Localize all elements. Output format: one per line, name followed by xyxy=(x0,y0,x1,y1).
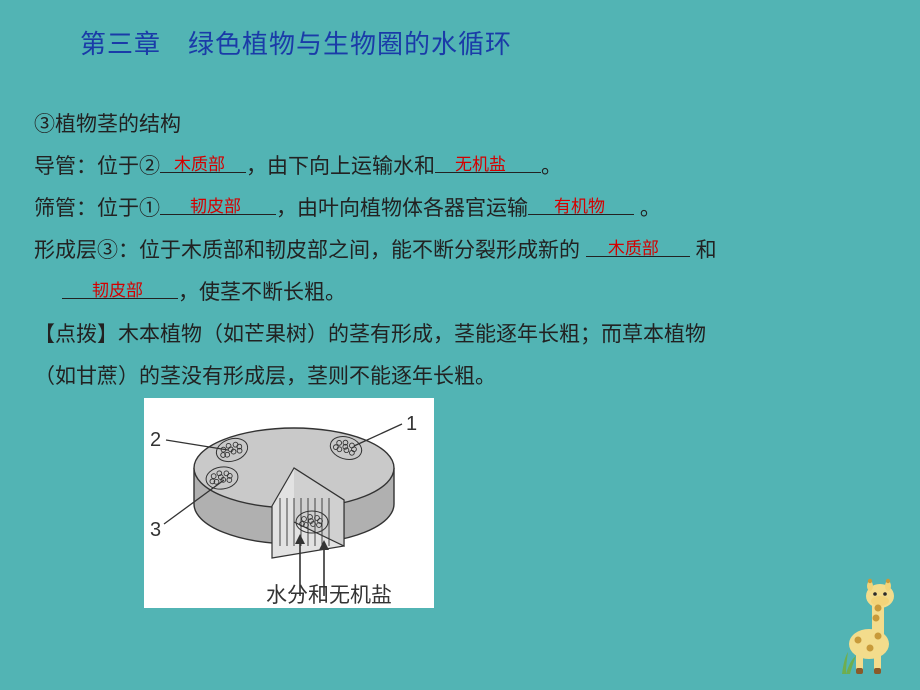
blank-cambium-2: 韧皮部 xyxy=(62,276,178,299)
giraffe-svg xyxy=(836,578,902,678)
text-sieve-a: 筛管：位于① xyxy=(34,197,160,220)
blank-cambium-1: 木质部 xyxy=(586,234,690,257)
stem-diagram: 1 2 3 水分和无机盐 xyxy=(144,398,434,608)
svg-text:水分和无机盐: 水分和无机盐 xyxy=(266,583,392,607)
svg-text:3: 3 xyxy=(150,519,161,541)
line-cambium-a: 形成层③：位于木质部和韧皮部之间，能不断分裂形成新的 木质部 和 xyxy=(34,230,860,272)
text-sieve-c: 。 xyxy=(634,197,661,220)
answer-phloem: 韧皮部 xyxy=(190,186,241,228)
blank-vessel-loc: 木质部 xyxy=(160,150,246,173)
text-camb-a: 形成层③：位于木质部和韧皮部之间，能不断分裂形成新的 xyxy=(34,239,586,262)
line-cambium-b: 韧皮部，使茎不断长粗。 xyxy=(34,272,860,314)
line-sieve: 筛管：位于①韧皮部，由叶向植物体各器官运输有机物 。 xyxy=(34,188,860,230)
answer-cambium-1: 木质部 xyxy=(608,228,659,270)
text-vessel-c: 。 xyxy=(541,155,562,178)
text-camb-b: 和 xyxy=(690,239,717,262)
blank-vessel-transport: 无机盐 xyxy=(435,150,541,173)
blank-sieve-loc: 韧皮部 xyxy=(160,192,276,215)
stem-svg: 1 2 3 水分和无机盐 xyxy=(144,398,434,608)
answer-xylum: 木质部 xyxy=(174,144,225,186)
text-camb-c: ，使茎不断长粗。 xyxy=(178,281,346,304)
chapter-title: 第三章 绿色植物与生物圈的水循环 xyxy=(80,24,512,61)
line-vessel: 导管：位于②木质部，由下向上运输水和无机盐。 xyxy=(34,146,860,188)
text-sieve-b: ，由叶向植物体各器官运输 xyxy=(276,197,528,220)
svg-text:2: 2 xyxy=(150,429,161,451)
line-note-1: 【点拨】木本植物（如芒果树）的茎有形成，茎能逐年长粗；而草本植物 xyxy=(34,314,860,356)
blank-sieve-transport: 有机物 xyxy=(528,192,634,215)
giraffe-decoration xyxy=(836,578,902,678)
answer-minerals: 无机盐 xyxy=(455,144,506,186)
line-note-2: （如甘蔗）的茎没有形成层，茎则不能逐年长粗。 xyxy=(34,356,860,398)
svg-text:1: 1 xyxy=(406,413,417,435)
content-block: ③植物茎的结构 导管：位于②木质部，由下向上运输水和无机盐。 筛管：位于①韧皮部… xyxy=(34,104,860,398)
text-vessel-a: 导管：位于② xyxy=(34,155,160,178)
text-vessel-b: ，由下向上运输水和 xyxy=(246,155,435,178)
answer-cambium-2: 韧皮部 xyxy=(92,270,143,312)
line-stem-structure: ③植物茎的结构 xyxy=(34,104,860,146)
answer-organic: 有机物 xyxy=(554,186,605,228)
